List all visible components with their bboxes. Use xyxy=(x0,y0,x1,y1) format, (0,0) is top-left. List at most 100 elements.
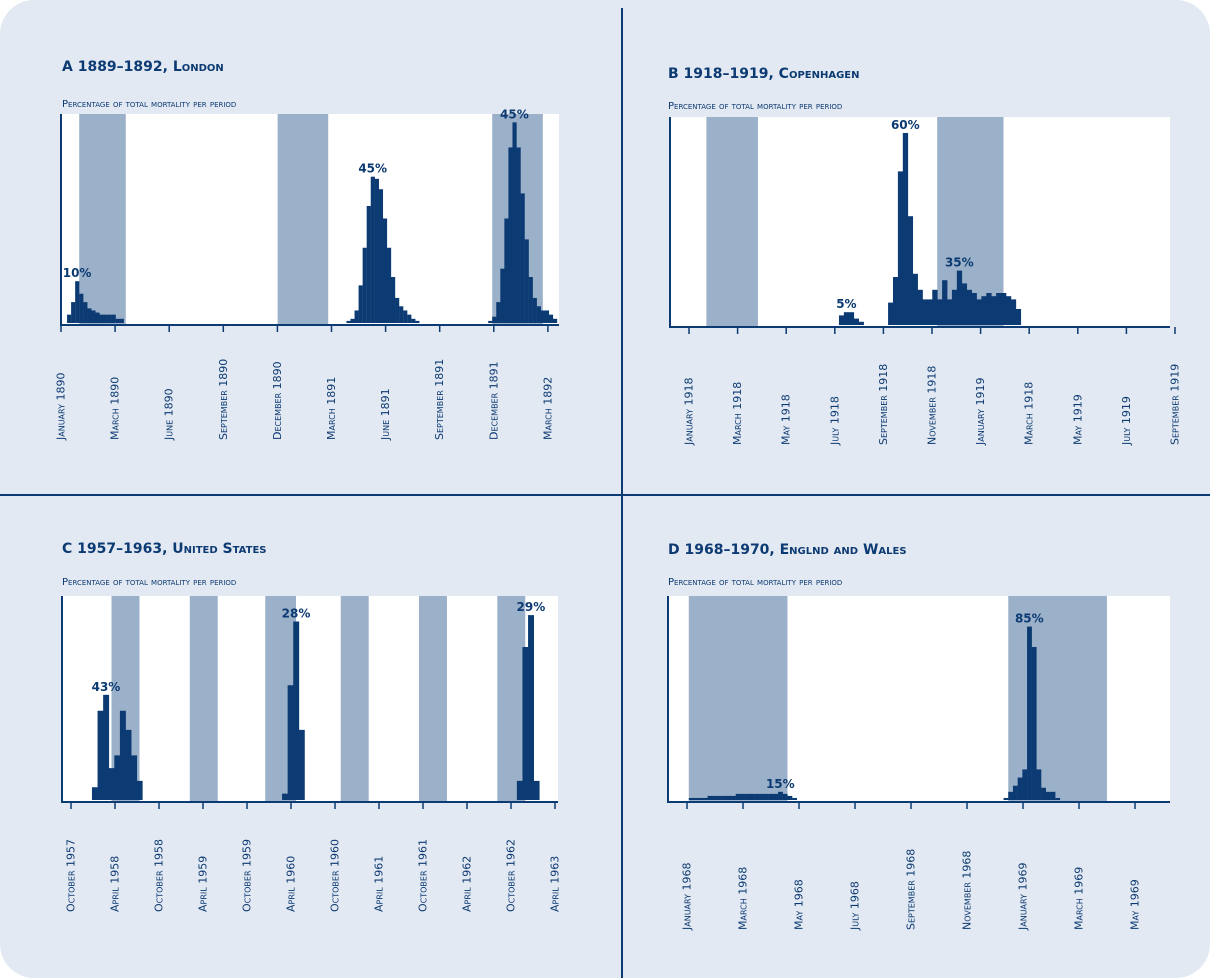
x-tick xyxy=(114,802,116,809)
bar xyxy=(115,318,120,323)
x-tick xyxy=(1022,802,1024,809)
x-tick-label: April 1958 xyxy=(109,856,122,912)
x-tick-label: April 1962 xyxy=(461,856,474,912)
bar xyxy=(986,293,992,325)
x-tick xyxy=(742,802,744,809)
bar xyxy=(107,314,112,323)
bar xyxy=(976,299,982,325)
bar xyxy=(932,289,938,325)
bar xyxy=(888,302,894,325)
x-tick-label: April 1961 xyxy=(373,856,386,912)
chart-b: 5% 60% 35% January 1918 March 1918 May 1918 Ju… xyxy=(669,117,1182,446)
x-tick-label: September 1968 xyxy=(905,849,918,930)
bar xyxy=(390,277,396,323)
shaded-period xyxy=(189,596,218,802)
bar xyxy=(358,285,363,323)
bar xyxy=(897,171,904,325)
x-tick xyxy=(70,802,72,809)
x-tick xyxy=(688,327,690,334)
bar xyxy=(378,189,384,323)
bar xyxy=(528,277,533,323)
x-tick-label: March 1918 xyxy=(1023,382,1036,445)
x-tick-label: July 1919 xyxy=(1120,396,1133,446)
bar xyxy=(843,312,850,325)
x-tick-label: January 1890 xyxy=(55,373,68,441)
bar xyxy=(763,793,769,800)
bar xyxy=(282,793,288,800)
bar xyxy=(520,193,525,323)
x-tick xyxy=(158,802,160,809)
bar xyxy=(971,293,977,325)
x-tick-label: March 1969 xyxy=(1073,867,1086,930)
shaded-period xyxy=(688,596,788,802)
bar xyxy=(907,216,914,325)
bar xyxy=(712,795,718,800)
x-tick xyxy=(378,802,380,809)
x-tick-label: January 1918 xyxy=(683,378,696,446)
x-tick-label: October 1962 xyxy=(505,839,518,912)
data-label: 43% xyxy=(92,680,121,694)
panel-title: D 1968–1970, Englnd and Wales xyxy=(668,542,907,558)
bar xyxy=(792,797,798,800)
bar xyxy=(1041,787,1047,800)
bar xyxy=(524,239,529,323)
panel-d: D 1968–1970, Englnd and Wales Percentage… xyxy=(623,496,1210,978)
x-tick-label: November 1918 xyxy=(926,366,939,445)
x-tick xyxy=(1134,802,1136,809)
x-tick-label: June 1890 xyxy=(163,388,176,441)
x-tick-label: April 1963 xyxy=(549,856,562,912)
x-tick-label: January 1968 xyxy=(681,863,694,931)
bar xyxy=(532,297,537,323)
x-tick xyxy=(834,327,836,334)
bar xyxy=(91,310,96,323)
bar xyxy=(912,273,918,325)
x-tick xyxy=(785,327,787,334)
bar xyxy=(1055,797,1061,800)
bar xyxy=(731,795,736,800)
y-axis xyxy=(61,596,63,803)
shaded-period xyxy=(706,117,758,327)
bar xyxy=(374,178,379,323)
bar xyxy=(951,289,958,325)
bar xyxy=(114,755,121,800)
bar xyxy=(75,281,80,323)
x-axis xyxy=(667,801,1170,803)
shaded-period xyxy=(79,114,126,325)
x-tick-label: March 1968 xyxy=(737,867,750,930)
x-tick xyxy=(979,327,982,334)
panel-title: A 1889–1892, London xyxy=(62,59,224,75)
x-tick xyxy=(384,325,387,332)
x-tick xyxy=(854,802,856,809)
x-tick xyxy=(882,327,885,334)
x-tick-label: September 1890 xyxy=(217,359,230,440)
bar xyxy=(996,293,1002,325)
x-tick-label: May 1919 xyxy=(1071,394,1084,445)
bar xyxy=(354,310,359,323)
bar xyxy=(99,314,104,323)
bar xyxy=(111,314,116,323)
bar xyxy=(508,147,513,323)
data-label: 29% xyxy=(517,600,546,614)
bar xyxy=(516,147,521,323)
x-tick-label: March 1890 xyxy=(109,377,122,440)
panel-b: B 1918–1919, Copenhagen Percentage of to… xyxy=(623,0,1210,493)
bar xyxy=(395,297,400,323)
horizontal-divider xyxy=(0,494,1210,496)
bar xyxy=(745,793,751,800)
bar xyxy=(350,318,355,323)
panel-title: B 1918–1919, Copenhagen xyxy=(668,66,860,82)
bar xyxy=(917,289,923,325)
bar xyxy=(740,793,746,800)
bar xyxy=(103,694,110,800)
shaded-period xyxy=(277,114,329,325)
bar xyxy=(1001,293,1007,325)
bar xyxy=(848,312,855,325)
x-tick-label: March 1918 xyxy=(731,382,744,445)
data-label: 60% xyxy=(891,118,920,132)
data-label: 10% xyxy=(63,266,92,280)
x-tick-label: October 1959 xyxy=(241,839,254,912)
bar xyxy=(362,247,367,323)
plot-area xyxy=(62,596,558,802)
bar xyxy=(947,299,953,325)
y-axis xyxy=(667,596,669,803)
